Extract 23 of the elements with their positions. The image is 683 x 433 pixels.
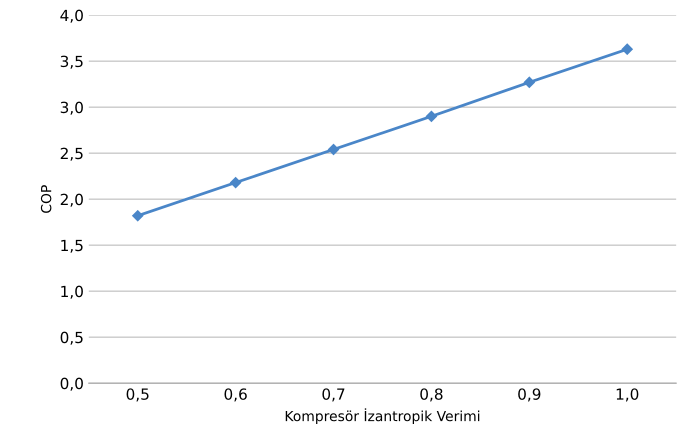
point	[426, 110, 438, 122]
x-tick-label: 0,9	[518, 388, 540, 402]
point	[132, 210, 144, 222]
y-tick-label: 1,5	[61, 240, 83, 253]
y-tick-label: 3,0	[60, 102, 83, 115]
point	[524, 76, 535, 88]
x-axis-title: Kompresör İzantropik Verimi	[286, 408, 480, 424]
y-tick-label: 0,5	[60, 332, 83, 345]
point	[622, 44, 633, 55]
y-tick-label: 1,0	[61, 286, 83, 299]
x-tick-label: 0,5	[126, 388, 149, 402]
x-tick-label: 1,0	[616, 388, 638, 402]
x-tick-label: 0,6	[224, 388, 247, 402]
x-tick-label: 0,8	[420, 388, 443, 402]
y-axis-title: COP	[40, 185, 52, 213]
y-tick-label: 2,5	[60, 148, 83, 161]
y-tick-label: 3,5	[60, 56, 83, 69]
point	[328, 144, 340, 156]
y-tick-label: 4,0	[60, 10, 83, 23]
point	[230, 177, 242, 188]
y-tick-label: 0,0	[60, 378, 83, 391]
y-tick-label: 2,0	[60, 194, 83, 207]
x-tick-label: 0,7	[322, 388, 344, 402]
